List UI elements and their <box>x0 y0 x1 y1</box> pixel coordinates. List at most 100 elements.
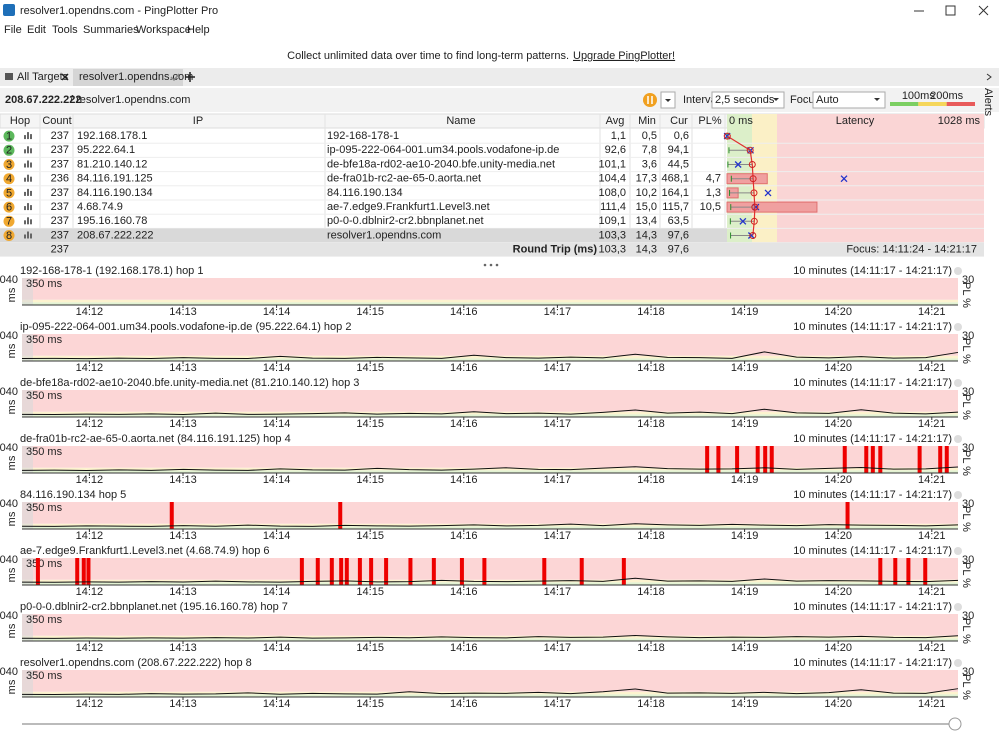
graph-toggle-icon[interactable] <box>30 190 32 196</box>
graph-options[interactable] <box>954 323 962 331</box>
splitter-grip[interactable] <box>489 263 493 267</box>
avg-marker <box>751 203 759 211</box>
graph-toggle-icon[interactable] <box>24 234 26 239</box>
column-header[interactable]: Count <box>42 115 71 127</box>
latency-header: Latency <box>836 115 875 127</box>
graph-toggle-icon[interactable] <box>27 160 29 168</box>
x-tick-label: 14:12 <box>76 698 104 710</box>
menu-item[interactable]: Edit <box>27 24 46 36</box>
tab-scroll[interactable] <box>986 73 992 81</box>
column-header[interactable]: Avg <box>606 115 625 127</box>
graph-toggle-icon[interactable] <box>30 134 32 140</box>
hop-number: 5 <box>6 187 12 199</box>
tab-label[interactable]: resolver1.opendns.com <box>79 71 193 83</box>
focus-select[interactable] <box>812 91 886 109</box>
graph-toggle-icon[interactable] <box>24 135 26 140</box>
x-tick-label: 14:19 <box>731 474 759 486</box>
column-header[interactable]: Min <box>638 115 656 127</box>
x-tick-label: 14:18 <box>637 306 665 318</box>
graph-toggle-icon[interactable] <box>30 205 32 211</box>
pl-unit: PL % <box>960 562 972 588</box>
graph-toggle-icon[interactable] <box>27 188 29 196</box>
x-tick-label: 14:13 <box>169 642 197 654</box>
menu-item[interactable]: File <box>4 24 22 36</box>
hop-min: 7,8 <box>642 144 657 156</box>
graph-toggle-icon[interactable] <box>27 146 29 154</box>
hop-number: 2 <box>6 145 12 157</box>
latency-bad-band <box>777 114 984 243</box>
x-tick-label: 14:15 <box>356 698 384 710</box>
graph-toggle-icon[interactable] <box>24 220 26 225</box>
menu-item[interactable]: Workspace <box>136 24 191 36</box>
x-tick-label: 14:12 <box>76 586 104 598</box>
graph-range: 10 minutes (14:11:17 - 14:21:17) <box>793 489 952 501</box>
hop-ip: 192.168.178.1 <box>77 130 147 142</box>
splitter-grip[interactable] <box>483 263 487 267</box>
interval-label: Interval <box>683 94 719 106</box>
column-header[interactable]: PL% <box>698 115 721 127</box>
menu-item[interactable]: Tools <box>52 24 78 36</box>
graph-toggle-icon[interactable] <box>27 217 29 225</box>
column-header[interactable]: Cur <box>670 115 688 127</box>
graph-options[interactable] <box>954 659 962 667</box>
x-tick-label: 14:20 <box>824 698 852 710</box>
splitter-grip[interactable] <box>495 263 499 267</box>
graph-toggle-icon[interactable] <box>30 162 32 168</box>
add-tab[interactable] <box>185 72 195 82</box>
good-band <box>22 302 958 305</box>
graph-toggle-icon[interactable] <box>27 132 29 140</box>
packet-loss-bar <box>169 502 174 529</box>
good-band <box>22 358 958 361</box>
graph-toggle-icon[interactable] <box>27 231 29 239</box>
graph-toggle-icon[interactable] <box>24 191 26 196</box>
packet-loss-bar <box>755 446 760 473</box>
graph-options[interactable] <box>954 379 962 387</box>
pl-max-label: 30 <box>962 386 974 398</box>
upgrade-link[interactable]: Upgrade PingPlotter! <box>573 50 675 62</box>
graph-toggle-icon[interactable] <box>27 174 29 182</box>
x-tick-label: 14:16 <box>450 586 478 598</box>
graph-toggle-icon[interactable] <box>24 149 26 154</box>
interval-select[interactable] <box>711 91 785 109</box>
graph-options[interactable] <box>954 435 962 443</box>
hop-cur: 0,6 <box>674 130 689 142</box>
tab-close[interactable] <box>61 73 69 81</box>
column-header[interactable]: Name <box>446 115 475 127</box>
column-header[interactable]: Hop <box>10 115 30 127</box>
cur-marker <box>739 217 747 225</box>
maximize-button[interactable] <box>945 5 956 16</box>
x-tick-label: 14:19 <box>731 586 759 598</box>
tab-label[interactable]: All Targets <box>17 71 69 83</box>
good-band <box>22 414 958 417</box>
x-tick-label: 14:16 <box>450 642 478 654</box>
graph-options[interactable] <box>954 547 962 555</box>
graph-options[interactable] <box>954 603 962 611</box>
graph-toggle-icon[interactable] <box>24 177 26 182</box>
graph-toggle-icon[interactable] <box>30 233 32 239</box>
graph-toggle-icon[interactable] <box>30 176 32 182</box>
menu-item[interactable]: Summaries <box>83 24 139 36</box>
avg-marker <box>748 161 756 168</box>
graph-toggle-icon[interactable] <box>30 219 32 225</box>
menu-item[interactable]: Help <box>187 24 210 36</box>
graph-toggle-icon[interactable] <box>27 203 29 211</box>
pl-unit: PL % <box>960 282 972 308</box>
graph-options[interactable] <box>954 491 962 499</box>
graph-options[interactable] <box>954 267 962 275</box>
app-icon <box>3 4 15 16</box>
column-header[interactable]: IP <box>193 115 203 127</box>
graph-range: 10 minutes (14:11:17 - 14:21:17) <box>793 433 952 445</box>
graph-toggle-icon[interactable] <box>24 163 26 168</box>
graph-toggle-icon[interactable] <box>30 148 32 154</box>
alerts-tab[interactable]: Alerts <box>982 88 994 117</box>
y-max-label: 1040 <box>0 554 18 566</box>
graph-toggle-icon[interactable] <box>24 206 26 211</box>
time-slider-thumb[interactable] <box>948 717 962 731</box>
close-button[interactable] <box>978 5 989 16</box>
pause-button[interactable] <box>643 93 657 107</box>
packet-loss-bar <box>579 558 584 585</box>
x-tick-label: 14:17 <box>544 306 572 318</box>
graph-range: 10 minutes (14:11:17 - 14:21:17) <box>793 265 952 277</box>
x-tick-label: 14:14 <box>263 586 291 598</box>
x-tick-label: 14:20 <box>824 306 852 318</box>
